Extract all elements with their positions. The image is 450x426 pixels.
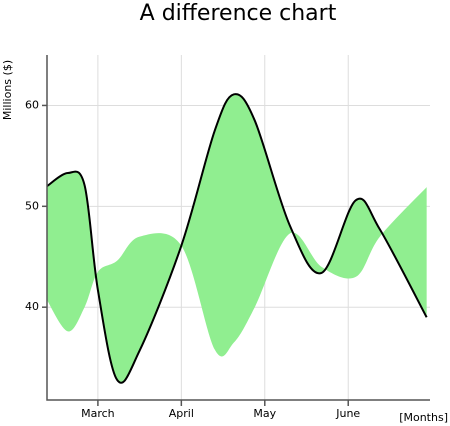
x-tick-label: May <box>253 407 276 420</box>
y-tick-label: 40 <box>25 300 39 313</box>
line <box>46 93 428 384</box>
x-axis-label: [Months] <box>399 411 448 424</box>
plot <box>42 55 430 406</box>
x-tick-label: June <box>335 407 360 420</box>
y-tick-label: 50 <box>25 199 39 212</box>
difference-area <box>47 94 427 383</box>
axes <box>46 55 430 401</box>
chart-title: A difference chart <box>140 1 337 26</box>
y-tick-label: 60 <box>25 98 39 111</box>
x-tick-label: April <box>169 407 194 420</box>
x-tick-label: March <box>81 407 115 420</box>
y-axis-label: Millions ($) <box>1 60 14 120</box>
